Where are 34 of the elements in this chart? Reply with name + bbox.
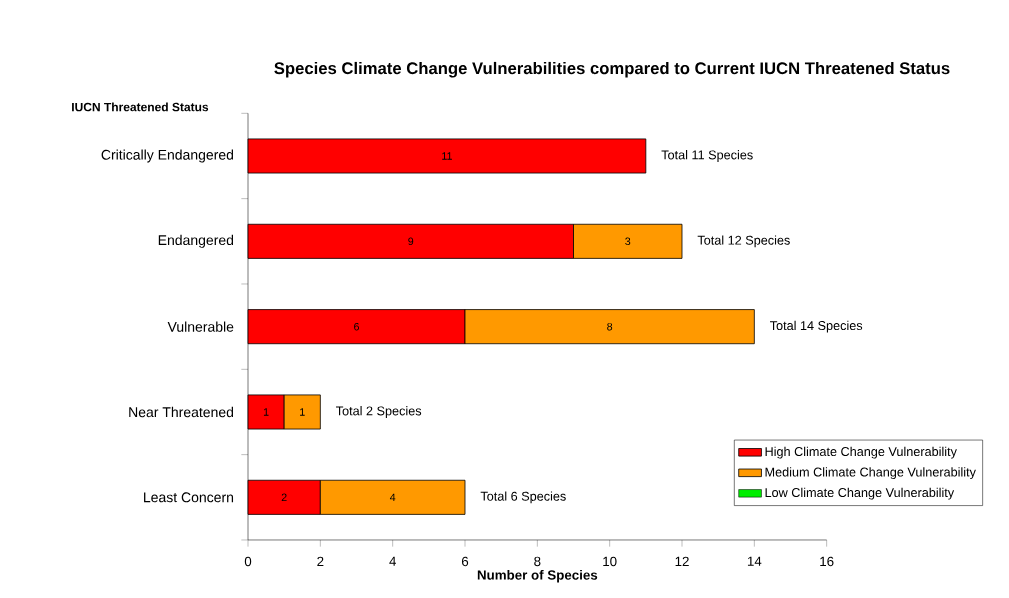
total-label: Total 14 Species xyxy=(770,320,863,333)
x-tick-label: 6 xyxy=(461,556,469,567)
y-tick-label: Near Threatened xyxy=(129,406,234,418)
x-axis-title: Number of Species xyxy=(477,569,598,583)
legend-label: High Climate Change Vulnerability xyxy=(765,446,957,459)
x-tick-label: 14 xyxy=(747,556,762,566)
x-tick-label: 16 xyxy=(820,556,834,567)
chart-title: Species Climate Change Vulnerabilities compared to Current IUCN Threatened Status xyxy=(274,61,950,78)
data-label: 1 xyxy=(300,408,305,416)
legend-label: Low Climate Change Vulnerability xyxy=(765,487,955,500)
data-label: 6 xyxy=(354,322,359,331)
x-tick-label: 10 xyxy=(603,556,617,567)
x-tick-label: 0 xyxy=(244,556,252,567)
total-label: Total 2 Species xyxy=(336,406,422,418)
y-tick-label: Endangered xyxy=(158,234,234,248)
x-tick-label: 12 xyxy=(675,556,689,567)
y-tick-label: Critically Endangered xyxy=(101,149,234,163)
data-label: 9 xyxy=(408,237,414,246)
x-tick-label: 2 xyxy=(317,556,324,567)
y-tick-label: Vulnerable xyxy=(167,321,234,332)
x-tick-label: 8 xyxy=(534,556,541,567)
total-label: Total 11 Species xyxy=(661,150,753,162)
x-tick-label: 4 xyxy=(389,556,396,566)
y-axis-title: IUCN Threatened Status xyxy=(72,102,209,112)
data-label: 4 xyxy=(389,493,396,501)
data-label: 8 xyxy=(607,322,613,331)
data-label: 1 xyxy=(263,408,269,416)
legend-label: Medium Climate Change Vulnerability xyxy=(765,467,976,480)
data-label: 11 xyxy=(442,152,452,160)
data-label: 3 xyxy=(625,237,631,246)
total-label: Total 6 Species xyxy=(480,491,566,504)
y-tick-label: Least Concern xyxy=(144,492,234,503)
total-label: Total 12 Species xyxy=(697,235,790,248)
data-label: 2 xyxy=(281,493,287,502)
